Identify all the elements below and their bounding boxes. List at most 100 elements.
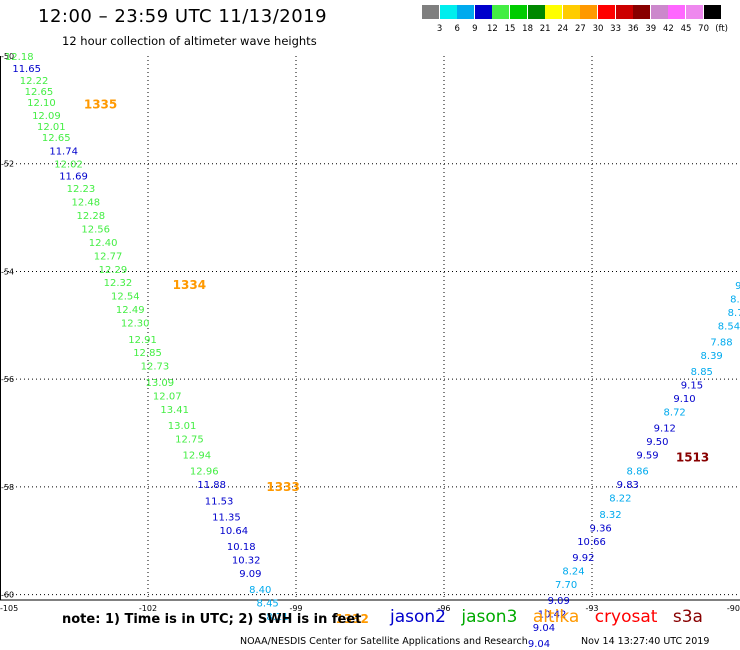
pass-number-label: 1333: [266, 480, 299, 494]
sat-cryosat: cryosat: [594, 607, 658, 627]
swh-observation: 12.73: [141, 362, 170, 373]
swh-observation: 8.40: [249, 585, 271, 596]
swh-observation: 10.32: [232, 556, 261, 567]
legend-label: 24: [557, 24, 569, 34]
swh-observation: 12.94: [183, 451, 212, 462]
swh-observation: 12.75: [175, 434, 204, 445]
swh-observation: 9.12: [654, 424, 676, 435]
swh-observation: 11.69: [59, 172, 88, 183]
swh-observation: 12.23: [67, 184, 96, 195]
swh-observation: 12.07: [153, 391, 182, 402]
swh-observation: 12.49: [116, 305, 145, 316]
lat-tick-label: -56: [1, 375, 14, 384]
footer-note: note: 1) Time is in UTC; 2) SWH is in fe…: [62, 612, 362, 627]
legend-swatch: [510, 5, 527, 19]
swh-observation: 12.01: [37, 122, 66, 133]
map-subtitle: 12 hour collection of altimeter wave hei…: [62, 34, 317, 48]
swh-observation: 12.77: [94, 251, 123, 262]
lat-tick-label: -52: [1, 160, 14, 169]
legend-swatch: [492, 5, 510, 19]
lat-tick-label: -60: [1, 591, 14, 600]
legend-label: 12: [486, 24, 498, 34]
pass-number-label: 1332: [335, 612, 368, 626]
swh-observation: 10.66: [577, 537, 606, 548]
pass-labels: 1335 1334 1333 1332 1513: [84, 97, 709, 625]
swh-observation: 12.02: [54, 160, 83, 171]
legend-label: 27: [574, 24, 586, 34]
lon-tick-label: -96: [437, 604, 450, 613]
legend-label: 21: [539, 24, 551, 34]
legend-swatch: [527, 5, 545, 19]
swh-observation: 12.91: [128, 335, 157, 346]
legend-label: 9: [472, 24, 478, 34]
generated-timestamp: Nov 14 13:27:40 UTC 2019: [581, 636, 710, 647]
map-title: 12:00 – 23:59 UTC 11/13/2019: [38, 6, 328, 27]
swh-observation: 12.85: [133, 348, 162, 359]
swh-observation: 12.56: [81, 224, 110, 235]
lon-tick-label: -90: [727, 604, 740, 613]
swh-observation: 9.50: [646, 437, 668, 448]
legend-swatch: [580, 5, 598, 19]
swh-observation: 12.22: [20, 76, 49, 87]
pass-number-label: 1335: [84, 97, 117, 111]
swh-observation: 7.88: [710, 337, 732, 348]
legend-label: 15: [504, 24, 516, 34]
swh-observation: 8.21: [266, 612, 288, 623]
swh-observation: 9.92: [572, 553, 594, 564]
swh-observation: 8.24: [562, 566, 584, 577]
legend-swatch: [598, 5, 615, 19]
credit-line: NOAA/NESDIS Center for Satellite Applica…: [240, 636, 528, 647]
lon-tick-label: -102: [139, 604, 157, 613]
legend-label: 42: [662, 24, 674, 34]
swh-observation: 7.70: [555, 580, 577, 591]
swh-observation: 12.65: [25, 87, 54, 98]
sat-altika: altika: [532, 607, 580, 627]
lat-tick-label: -58: [1, 483, 14, 492]
swh-observation: 8.2: [730, 294, 740, 305]
pass-number-label: 1513: [676, 450, 709, 464]
legend-label: 6: [454, 24, 460, 34]
swh-observation: 11.88: [197, 480, 226, 491]
legend-label: 18: [522, 24, 533, 34]
swh-observation: 9.10: [673, 394, 695, 405]
sat-s3a: s3a: [672, 607, 703, 627]
legend-swatch: [474, 5, 492, 19]
swh-observation: 8.32: [599, 510, 621, 521]
map-tick-labels: -50 -52 -54 -56 -58 -60 -105 -102 -99 -96 -93 -90: [0, 52, 740, 613]
legend-swatch: [650, 5, 668, 19]
swh-observation: 11.35: [212, 513, 241, 524]
lat-tick-label: -50: [1, 52, 14, 61]
legend-swatch: [457, 5, 475, 19]
legend-label: 33: [610, 24, 621, 34]
swh-observation: 12.65: [42, 133, 71, 144]
legend-swatch: [668, 5, 686, 19]
sat-jason2: jason2: [390, 607, 446, 627]
legend-swatch: [703, 5, 721, 19]
swh-observation: 9.09: [239, 569, 261, 580]
swh-observation: 8.72: [664, 407, 686, 418]
lat-tick-label: -54: [1, 267, 14, 276]
swh-observation: 8.54: [718, 321, 740, 332]
swh-observation: 8.22: [609, 494, 631, 505]
swh-observation: 8.86: [627, 467, 649, 478]
swh-observation: 12.28: [76, 211, 105, 222]
swh-observation: 13.41: [160, 405, 189, 416]
swh-observation: 11.65: [12, 64, 41, 75]
swh-observation: 10.18: [227, 542, 256, 553]
swh-observation: 12.09: [32, 111, 61, 122]
swh-observation: 12.40: [89, 238, 118, 249]
map-grid: [0, 56, 740, 601]
legend-label: 3: [436, 24, 443, 34]
swh-observation: 9.09: [548, 596, 570, 607]
legend-swatch: [615, 5, 633, 19]
swh-observation: 9.04: [528, 639, 550, 650]
legend-unit: (ft): [715, 24, 728, 34]
swh-observation: 12.32: [104, 278, 133, 289]
swh-observation: 8.85: [691, 367, 713, 378]
swh-observation: 10.64: [220, 526, 249, 537]
legend-swatch: [422, 5, 439, 19]
swh-observation: 12.10: [27, 98, 56, 109]
legend-label: 45: [680, 24, 692, 34]
legend-swatch: [562, 5, 580, 19]
swh-observation: 13.01: [168, 421, 197, 432]
